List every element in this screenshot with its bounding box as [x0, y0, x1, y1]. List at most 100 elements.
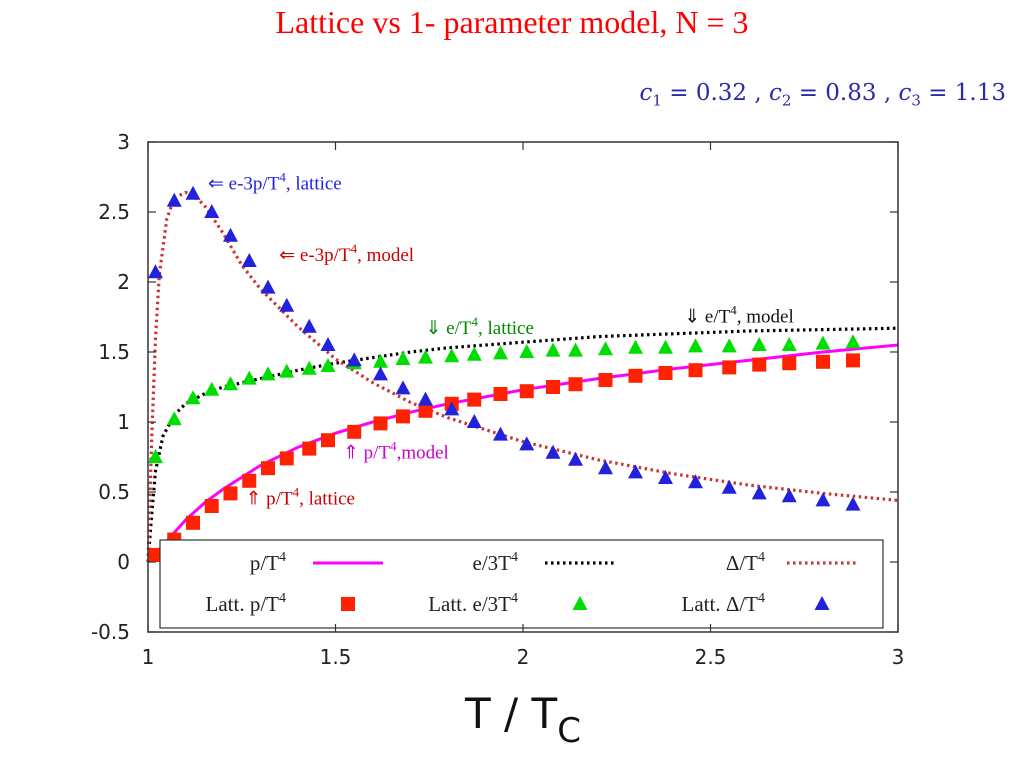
data-point — [279, 363, 295, 378]
annotation-text: ⇑ p/T — [343, 442, 390, 463]
slide-title: Lattice vs 1- parameter model, N = 3 — [275, 4, 749, 40]
annotation-sup: 4 — [351, 241, 358, 256]
data-point — [241, 253, 257, 267]
y-tick-label: 3 — [117, 130, 130, 154]
data-point — [688, 363, 703, 378]
data-point — [148, 548, 163, 562]
x-tick-label: 3 — [892, 645, 905, 669]
legend-swatch-5 — [814, 596, 830, 610]
data-point — [568, 377, 583, 392]
y-tick-label: -0.5 — [91, 620, 130, 644]
annotation-text: ,model — [397, 442, 449, 463]
x-axis-label: T / TC — [464, 689, 581, 751]
data-point — [598, 341, 613, 356]
x-tick-label: 2 — [517, 645, 530, 669]
data-point — [373, 366, 388, 381]
legend-text: Latt. e/3T — [428, 592, 511, 616]
y-tick-label: 0.5 — [98, 480, 130, 504]
annotation-text: ⇓ e/T — [426, 318, 472, 339]
legend-sup: 4 — [511, 550, 518, 565]
x-tick-label: 1 — [142, 645, 155, 669]
annotation-text: ⇑ p/T — [246, 489, 293, 510]
data-point — [519, 344, 535, 358]
legend-label-3: Latt. p/T4 — [206, 591, 286, 616]
data-point — [466, 414, 482, 428]
data-point — [467, 392, 482, 407]
data-point — [688, 474, 703, 489]
c3-symbol: c — [898, 80, 912, 106]
series-points-3 — [148, 353, 860, 562]
data-point — [260, 279, 276, 294]
data-point — [546, 380, 560, 394]
data-point — [204, 381, 220, 396]
data-point — [722, 360, 737, 375]
legend-text: p/T — [250, 551, 279, 575]
data-point — [545, 444, 561, 459]
data-point — [418, 403, 433, 418]
annotation-text: , model — [737, 307, 794, 328]
legend-label-1: e/3T4 — [473, 550, 518, 575]
annotation-text: , lattice — [286, 174, 342, 195]
data-point — [346, 352, 362, 367]
y-tick-label: 0 — [117, 550, 130, 574]
annotation-text: ⇐ e-3p/T — [279, 245, 351, 266]
c2-symbol: c — [768, 80, 782, 106]
data-point — [493, 426, 508, 441]
data-point — [519, 384, 534, 399]
data-point — [185, 185, 201, 200]
data-point — [815, 492, 831, 507]
annotation-5: ⇑ p/T4, lattice — [246, 485, 355, 510]
data-point — [242, 473, 257, 488]
y-tick-label: 1 — [117, 410, 130, 434]
annotation-text: , lattice — [299, 489, 355, 510]
data-point — [658, 470, 673, 484]
data-point — [223, 227, 238, 242]
c1-subscript: 1 — [652, 91, 662, 110]
data-point — [279, 297, 295, 312]
annotation-text: ⇐ e-3p/T — [208, 174, 280, 195]
data-point — [721, 479, 737, 494]
data-point — [204, 204, 220, 218]
data-point — [598, 460, 613, 475]
legend-box — [159, 539, 884, 629]
legend-label-2: Δ/T4 — [726, 550, 765, 575]
x-axis-label-sub: C — [557, 711, 581, 751]
c3-subscript: 3 — [911, 91, 921, 110]
data-point — [320, 358, 336, 372]
c3-value: = 1.13 — [928, 80, 1006, 106]
legend-sup: 4 — [279, 550, 286, 565]
legend-label-5: Latt. Δ/T4 — [682, 591, 765, 616]
series-layer — [146, 185, 899, 563]
annotation-sup: 4 — [390, 438, 397, 453]
data-point — [204, 499, 219, 513]
data-point — [396, 409, 410, 424]
data-point — [395, 380, 411, 395]
series-points-5 — [148, 185, 861, 511]
data-point — [223, 486, 238, 501]
data-point — [816, 354, 830, 369]
legend-sup: 4 — [511, 591, 518, 606]
c2-subscript: 2 — [781, 91, 792, 110]
c1-symbol: c — [639, 80, 653, 106]
annotation-4: ⇑ p/T4,model — [343, 438, 449, 463]
data-point — [261, 461, 275, 476]
data-point — [628, 368, 643, 383]
legend-text: e/3T — [473, 551, 512, 575]
model-parameters: c1 = 0.32 , c2 = 0.83 , c3 = 1.13 — [639, 80, 1006, 110]
data-point — [493, 387, 508, 401]
data-point — [320, 337, 336, 351]
y-tick-label: 2 — [117, 270, 130, 294]
legend-sup: 4 — [758, 550, 765, 565]
y-tick-label: 1.5 — [98, 340, 130, 364]
data-point — [302, 441, 317, 456]
data-point — [260, 366, 276, 381]
legend-swatch-3 — [341, 597, 355, 611]
data-point — [721, 338, 737, 353]
legend-label-4: Latt. e/3T4 — [428, 591, 518, 616]
annotation-sup: 4 — [293, 485, 300, 500]
annotation-2: ⇓ e/T4, lattice — [426, 314, 534, 339]
data-point — [185, 390, 201, 405]
data-point — [628, 464, 643, 479]
data-point — [598, 373, 613, 387]
